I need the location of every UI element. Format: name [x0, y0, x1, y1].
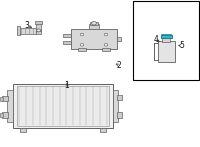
Bar [90, 22, 98, 25]
Bar [2, 96, 8, 101]
Bar [0, 113, 3, 117]
Bar [117, 37, 121, 41]
Bar [2, 112, 8, 118]
Bar [0, 97, 3, 101]
Bar [20, 128, 26, 132]
Circle shape [37, 29, 41, 32]
Bar [17, 86, 109, 126]
Bar [78, 48, 86, 51]
Bar [133, 1, 199, 80]
Bar [36, 30, 41, 34]
Circle shape [104, 44, 108, 46]
Text: 4: 4 [154, 35, 158, 44]
Circle shape [80, 33, 84, 36]
Text: 3: 3 [25, 21, 29, 30]
Bar [35, 21, 42, 24]
Bar [117, 112, 122, 118]
Circle shape [104, 33, 108, 36]
Bar [63, 41, 71, 44]
Bar [102, 48, 110, 51]
Circle shape [92, 21, 96, 25]
Bar [13, 84, 113, 128]
Circle shape [80, 44, 84, 46]
Bar [162, 37, 170, 42]
Bar [17, 26, 20, 35]
Bar [113, 90, 118, 122]
Bar [160, 35, 172, 38]
Bar [117, 95, 122, 100]
Bar [100, 128, 106, 132]
Bar [89, 24, 99, 29]
Bar [63, 34, 71, 37]
Text: 5: 5 [180, 41, 184, 50]
Bar [71, 29, 117, 49]
Bar [19, 28, 36, 34]
Bar [158, 41, 174, 62]
Bar [7, 90, 13, 122]
Text: 1: 1 [65, 81, 69, 91]
Bar [161, 34, 171, 35]
Bar [36, 22, 41, 31]
Text: 2: 2 [117, 61, 121, 70]
